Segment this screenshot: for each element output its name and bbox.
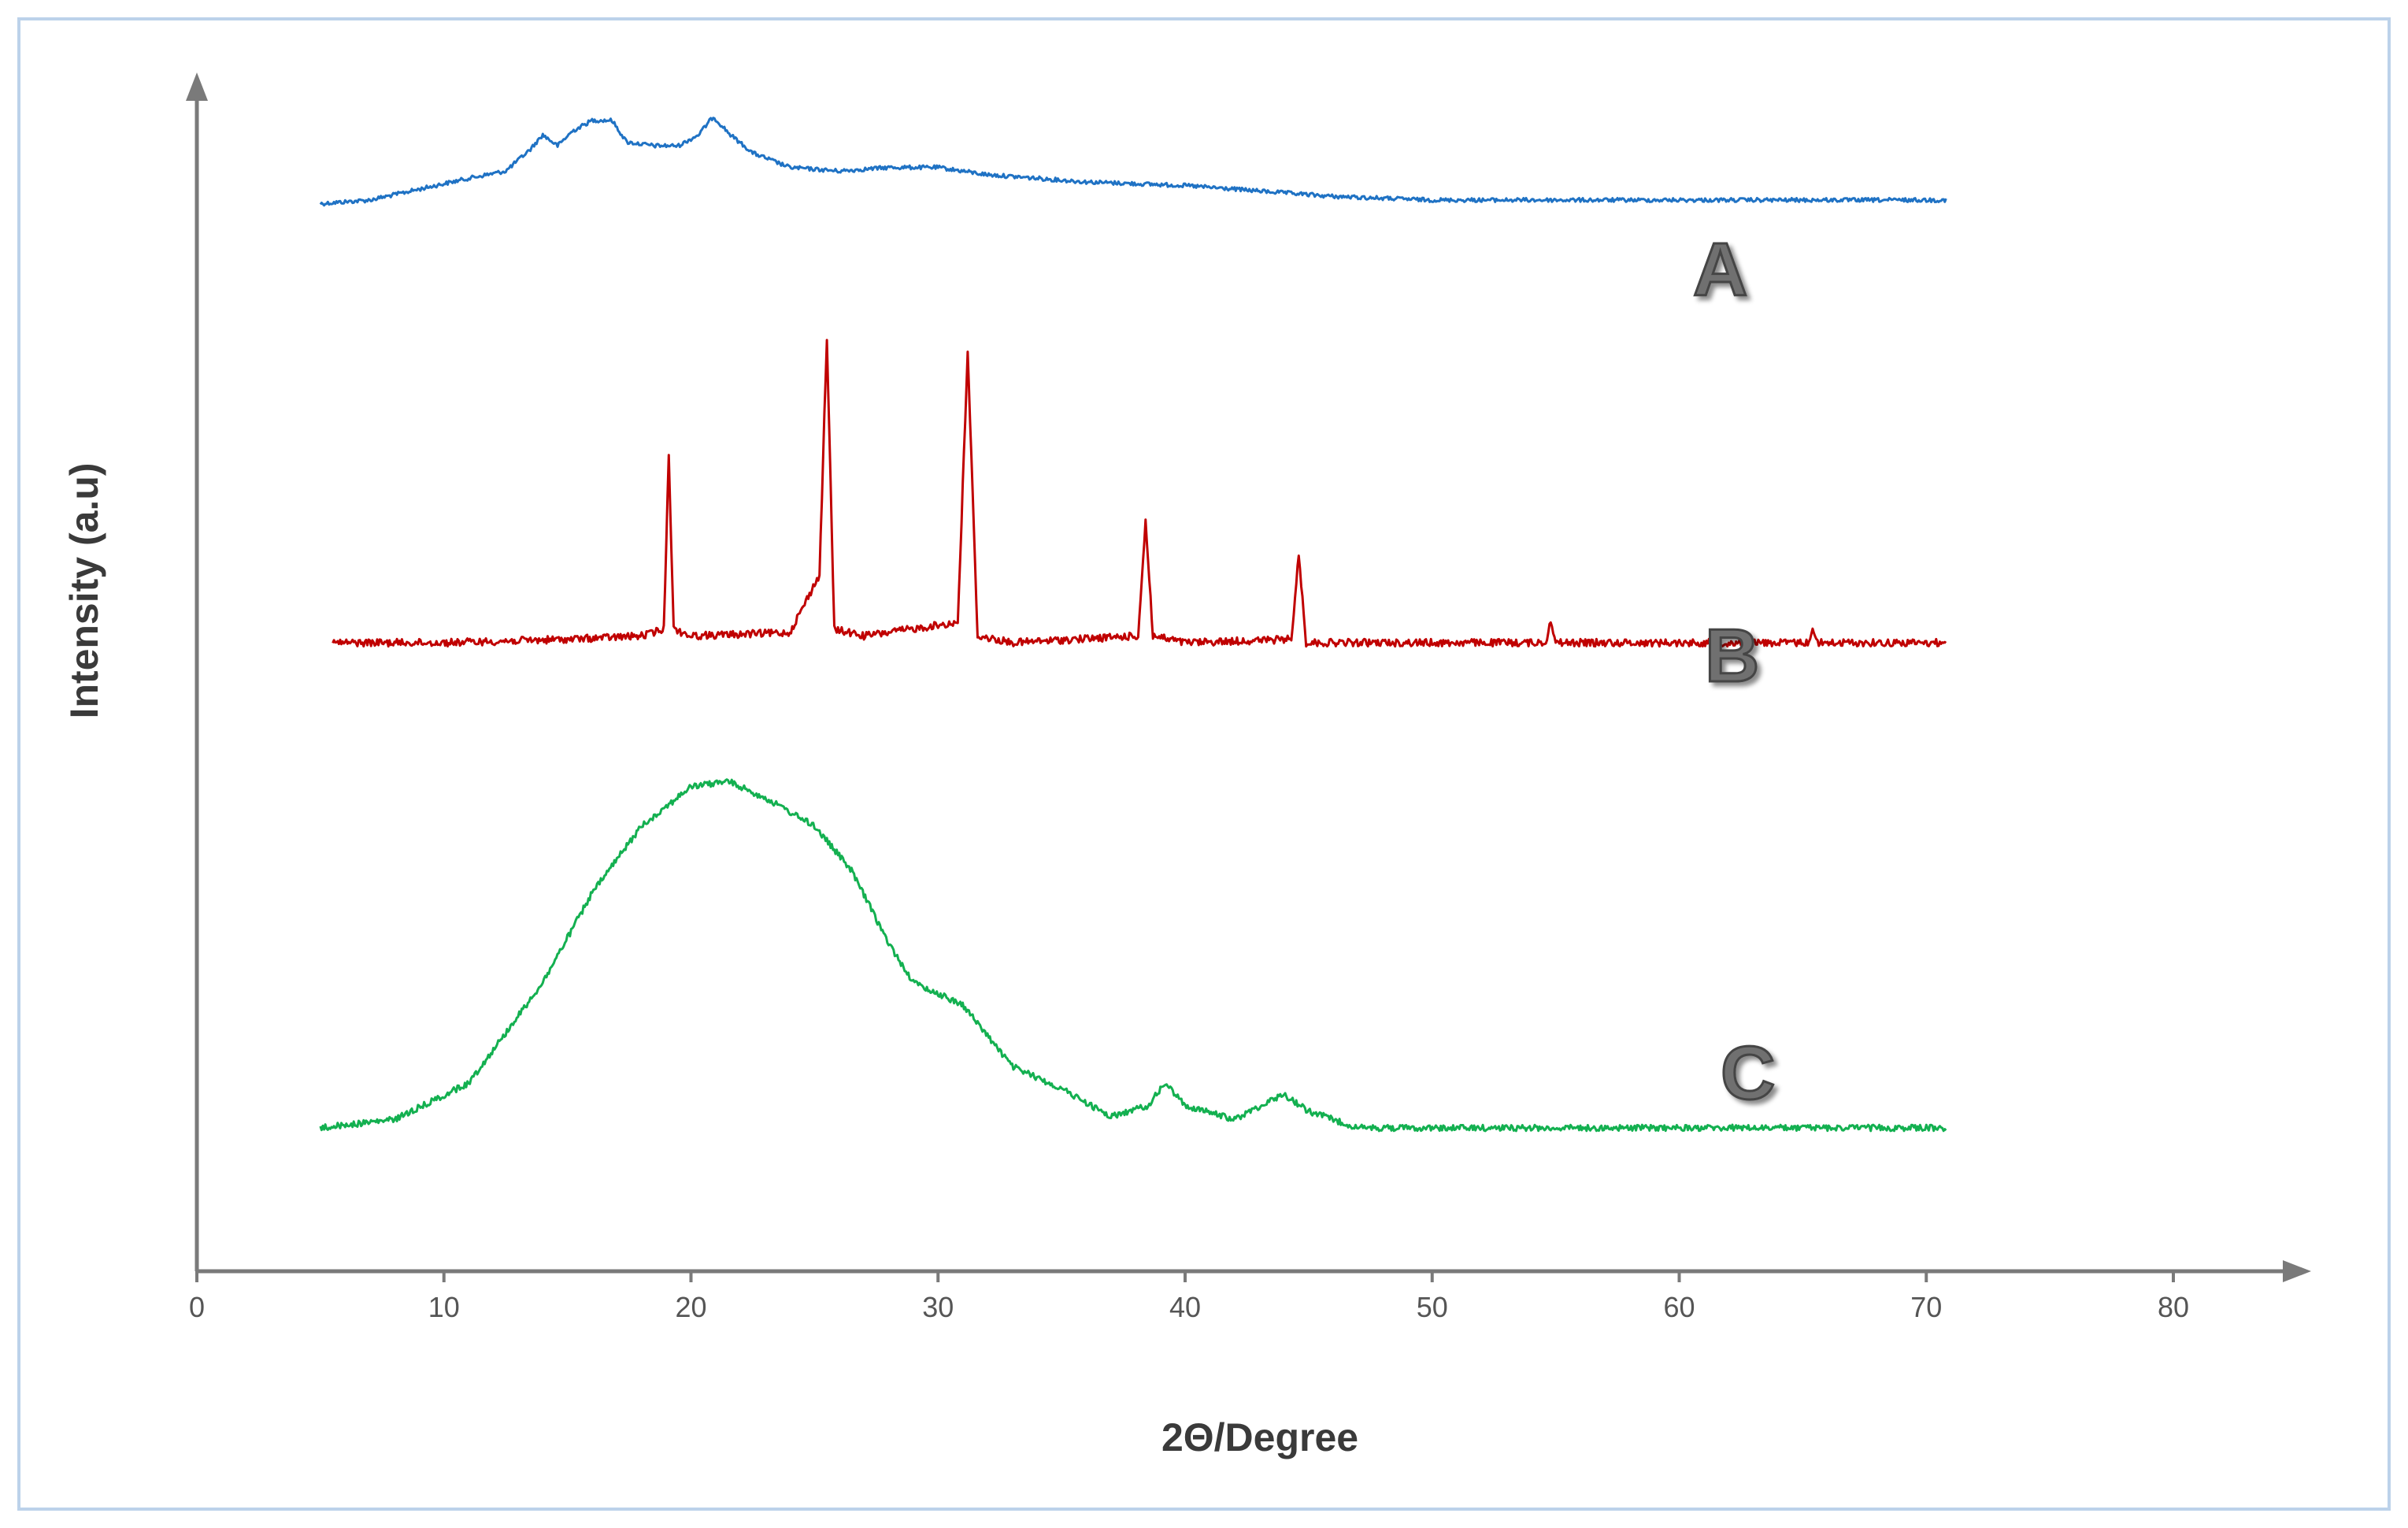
x-tick-label: 20 [675,1291,706,1323]
x-tick-label: 0 [189,1291,205,1323]
x-tick-label: 30 [922,1291,954,1323]
y-axis-arrow [186,72,208,101]
y-axis-label: Intensity (a.u) [62,462,106,718]
series-line-b [332,339,1947,648]
x-axis-label: 2Θ/Degree [1161,1415,1358,1459]
x-tick-label: 70 [1910,1291,1942,1323]
x-tick-label: 80 [2158,1291,2189,1323]
x-tick-label: 10 [428,1291,460,1323]
series-lines [319,117,1947,1133]
x-tick-label: 60 [1663,1291,1695,1323]
x-tick-label: 40 [1169,1291,1201,1323]
figure-frame [17,17,2391,1511]
series-line-a [319,117,1947,207]
series-labels: A B C [1692,227,1776,1117]
axes [186,72,2311,1282]
series-label-b: B [1705,614,1759,698]
series-label-c: C [1721,1031,1775,1115]
series-label-a: A [1693,228,1747,312]
x-axis-arrow [2283,1260,2311,1282]
x-ticks: 0 10 20 30 40 50 60 70 80 [189,1271,2189,1323]
series-line-c [319,778,1947,1133]
x-tick-label: 50 [1417,1291,1448,1323]
